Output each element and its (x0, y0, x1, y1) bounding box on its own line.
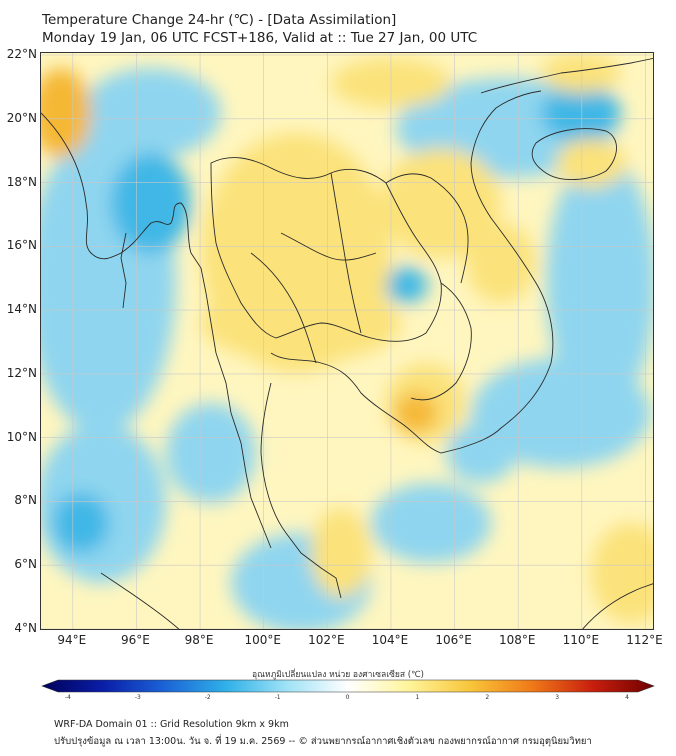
temperature-field (41, 53, 653, 629)
boundary-line (582, 583, 653, 629)
lon-tick-label: 106°E (435, 633, 472, 647)
lat-tick-label: 22°N (6, 47, 37, 61)
temperature-change-map[interactable] (40, 52, 654, 630)
lon-tick-label: 102°E (308, 633, 345, 647)
boundary-line (270, 352, 462, 454)
map-title: Temperature Change 24-hr (℃) - [Data Ass… (42, 11, 477, 47)
title-line-1: Temperature Change 24-hr (℃) - [Data Ass… (42, 12, 397, 28)
colorbar-tick-label: -4 (65, 694, 71, 701)
boundary-line (210, 157, 442, 342)
boundary-line (385, 173, 469, 284)
lon-tick-label: 96°E (121, 633, 150, 647)
lat-tick-label: 12°N (6, 365, 37, 380)
colorbar-tick-label: 4 (625, 694, 629, 701)
boundary-line (250, 252, 317, 364)
boundary-line (480, 57, 653, 94)
lon-tick-label: 104°E (371, 633, 409, 647)
boundary-line (410, 282, 472, 401)
lon-tick-label: 94°E (57, 633, 87, 647)
lat-tick-label: 4°N (14, 621, 37, 635)
colorbar-tick-label: 1 (415, 694, 420, 701)
lon-tick-label: 98°E (184, 633, 214, 647)
boundary-line (531, 128, 617, 181)
lon-tick-label: 100°E (244, 633, 281, 647)
boundary-line (330, 172, 362, 334)
lat-tick-label: 8°N (14, 493, 37, 508)
coastlines-and-borders (41, 57, 653, 629)
boundary-line (260, 382, 342, 599)
boundary-line (41, 112, 272, 549)
colorbar-gradient (41, 679, 655, 693)
colorbar-tick-label: 3 (555, 694, 560, 701)
lon-tick-label: 110°E (562, 633, 600, 647)
lon-tick-label: 112°E (626, 633, 663, 647)
lon-tick-label: 108°E (498, 633, 536, 647)
colorbar (41, 679, 655, 693)
boundary-line (280, 232, 377, 261)
lat-tick-label: 6°N (14, 557, 37, 572)
title-line-2: Monday 19 Jan, 06 UTC FCST+186, Valid at… (42, 30, 478, 46)
colorbar-tick-label: -3 (134, 694, 141, 701)
lat-tick-label: 18°N (6, 174, 37, 189)
map-canvas (41, 53, 653, 629)
footer-credit: ปรับปรุงข้อมูล ณ เวลา 13:00น. วัน จ. ที่… (54, 736, 592, 747)
footer-model-info: WRF-DA Domain 01 :: Grid Resolution 9km … (54, 719, 289, 730)
colorbar-tick-label: 2 (485, 694, 490, 701)
colorbar-tick-label: 0 (345, 694, 350, 701)
boundary-line (100, 572, 180, 629)
lat-lon-grid (41, 53, 653, 629)
boundary-line (460, 90, 554, 449)
lat-tick-label: 20°N (6, 110, 37, 125)
lat-tick-label: 16°N (6, 238, 37, 253)
colorbar-tick-label: -2 (204, 694, 211, 701)
colorbar-label: อุณหภูมิเปลี่ยนแปลง หน่วย องศาเซลเซียส (… (252, 670, 424, 680)
boundary-line (120, 232, 127, 309)
lat-tick-label: 10°N (6, 429, 37, 444)
colorbar-tick-label: -1 (274, 694, 281, 701)
lat-tick-label: 14°N (6, 302, 37, 317)
